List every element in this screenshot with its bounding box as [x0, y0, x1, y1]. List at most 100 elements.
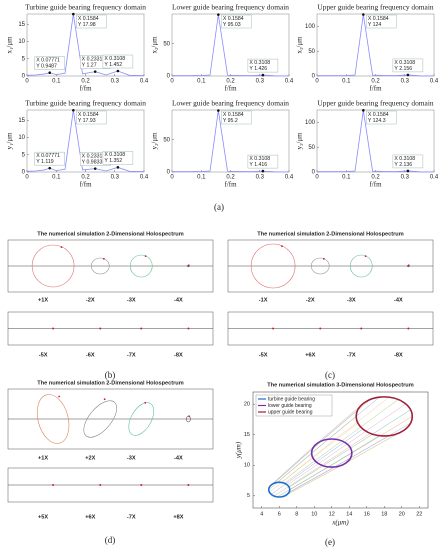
datatip-label: Y 0.9487 — [36, 64, 57, 70]
orbit-point — [99, 327, 102, 330]
orbit-point — [319, 327, 322, 330]
orbit-point — [102, 257, 105, 260]
orbit-point — [187, 327, 190, 330]
y-tick-label: 50 — [163, 137, 170, 143]
y-axis-label: y₁/μm — [6, 132, 14, 150]
y-tick-label: 0 — [167, 74, 171, 80]
chart-title: Turbine guide bearing frequency domain — [25, 99, 146, 108]
y-tick-label: 0 — [312, 170, 316, 176]
x-tick-label: 0.3 — [111, 79, 120, 85]
datatip-label: X 0.07771 — [36, 153, 60, 159]
x-tick-label: 18 — [381, 511, 387, 517]
orbit-shape — [129, 254, 153, 278]
datatip-label: X 0.07771 — [36, 58, 60, 64]
datatip-marker — [116, 69, 120, 73]
datatip-box — [221, 110, 252, 125]
orbit-shape — [128, 402, 155, 436]
x-tick-label: 0.4 — [140, 79, 149, 85]
x-tick-label: 0.4 — [285, 175, 294, 181]
x-tick-label: 0 — [315, 175, 319, 181]
datatip-marker — [72, 108, 75, 112]
orbit-point — [99, 484, 102, 486]
x-tick-label: 0.4 — [430, 79, 439, 85]
harmonic-label: -5X — [259, 352, 268, 358]
datatip-box — [366, 110, 397, 125]
orbit-point — [407, 264, 410, 267]
datatip-marker — [93, 70, 97, 73]
x-tick-label: 22 — [416, 511, 422, 517]
holospectrum-title: The numerical simulation 2-Dimensional H… — [37, 380, 183, 386]
orbit-shape — [83, 400, 118, 438]
x-tick-label: 0.2 — [226, 79, 235, 85]
x-tick-label: 10 — [311, 511, 317, 517]
datatip-label: X 0.3108 — [104, 152, 125, 158]
chart-title: Turbine guide bearing frequency domain — [25, 3, 146, 12]
x-tick-label: 16 — [364, 511, 370, 517]
y-tick-label: 15 — [18, 22, 25, 28]
y-tick-label: 15 — [244, 432, 250, 438]
x-tick-label: 0.2 — [371, 175, 380, 181]
orbit-point — [144, 401, 147, 404]
datatip-marker — [261, 169, 265, 173]
datatip-marker — [406, 169, 410, 173]
datatip-label: X 0.1584 — [368, 112, 389, 118]
datatip-label: Y 0.9833 — [82, 159, 103, 165]
datatip-marker — [217, 13, 220, 16]
datatip-label: Y 124.3 — [368, 118, 386, 124]
y-axis-label: y(μm) — [235, 441, 243, 459]
x-tick-label: 14 — [346, 511, 352, 517]
datatip-box — [102, 151, 134, 165]
x-tick-label: 4 — [260, 511, 263, 517]
datatip-label: Y 124 — [368, 22, 382, 28]
x-tick-label: 0.4 — [430, 175, 439, 181]
chart-title: The numerical simulation 3-Dimensional H… — [267, 382, 413, 388]
datatip-label: X 0.2331 — [82, 57, 103, 63]
datatip-box — [247, 58, 279, 73]
x-axis-label: f/fm — [369, 85, 382, 93]
datatip-marker — [362, 109, 365, 112]
datatip-box — [102, 54, 134, 69]
orbit — [310, 438, 353, 468]
chart-title: Lower guide bearing frequency domain — [172, 99, 289, 108]
caption: (b) — [105, 370, 116, 380]
y-tick-label: 20 — [244, 402, 250, 408]
datatip-box — [34, 151, 65, 166]
y-tick-label: 0 — [22, 74, 26, 80]
y-tick-label: 50 — [163, 41, 170, 47]
orbit-shape — [31, 244, 75, 288]
x-tick-label: 8 — [295, 511, 298, 517]
orbit-shape — [310, 257, 330, 275]
x-tick-label: 0.3 — [401, 79, 410, 85]
datatip-box — [366, 14, 397, 29]
datatip-label: Y 95.03 — [223, 22, 241, 28]
orbit-shape — [90, 257, 110, 275]
harmonic-label: -5X — [39, 352, 48, 358]
orbit-point — [60, 246, 63, 249]
datatip-label: Y 1.119 — [36, 159, 54, 165]
y-axis-label: x₃/μm — [296, 36, 304, 54]
datatip-label: X 0.3108 — [249, 156, 270, 162]
y-tick-label: 0 — [22, 170, 26, 176]
orbit-point — [52, 327, 55, 330]
orbit-point — [52, 484, 55, 486]
datatip-marker — [261, 73, 265, 77]
x-tick-label: 20 — [399, 511, 405, 517]
datatip-box — [221, 14, 252, 29]
caption: (e) — [325, 537, 335, 547]
datatip-marker — [72, 12, 75, 16]
datatip-label: X 0.1584 — [78, 112, 99, 118]
x-tick-label: 0.3 — [401, 175, 410, 181]
harmonic-label: -7X — [127, 514, 136, 520]
harmonic-label: -3X — [127, 297, 136, 303]
legend-label: turbine guide bearing — [268, 396, 315, 402]
x-axis-label: f/fm — [369, 181, 382, 189]
orbit-point — [322, 257, 325, 260]
y-tick-label: 5 — [22, 56, 26, 62]
y-axis-label: x₁/μm — [6, 36, 14, 54]
x-tick-label: 0 — [315, 79, 319, 85]
datatip-box — [247, 154, 279, 169]
orbit-point — [187, 264, 190, 267]
datatip-label: Y 2.136 — [394, 162, 412, 168]
datatip-marker — [93, 167, 97, 170]
harmonic-label: -3X — [347, 297, 356, 303]
